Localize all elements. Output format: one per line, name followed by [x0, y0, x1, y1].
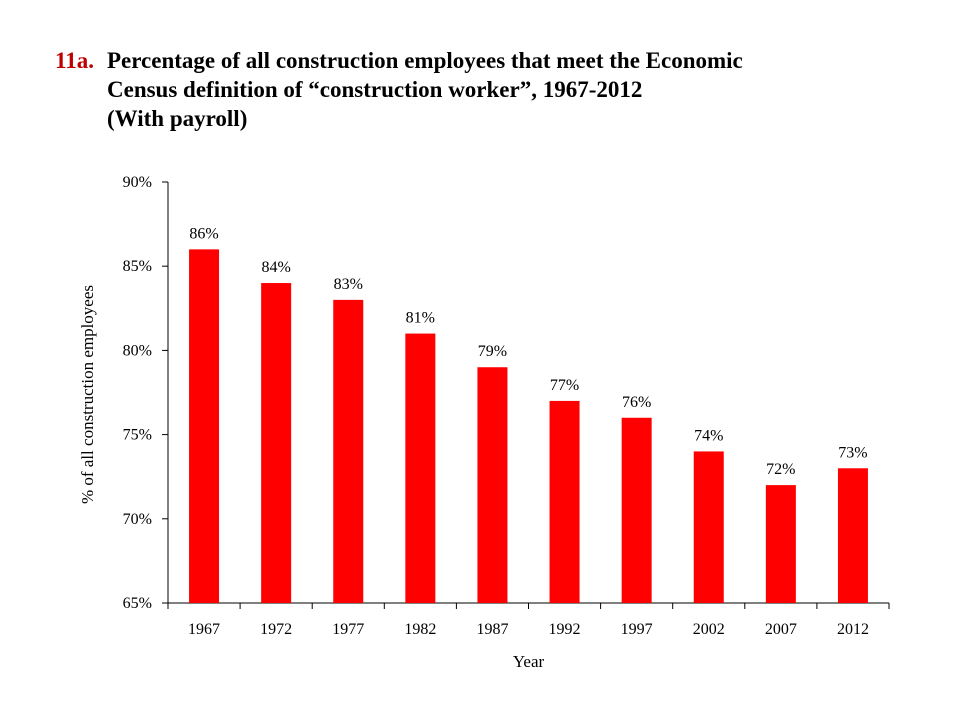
x-axis: 1967 1972 1977 1982 1987 1992 1997 2002 2007 2012 — [167, 602, 890, 638]
data-label: 86% — [189, 225, 218, 242]
data-labels: 86% 84% 83% 81% 79% 77% 76% 74% 72% 73% — [189, 225, 867, 478]
bar-1977 — [333, 299, 364, 603]
chart-title-text: Percentage of all construction employees… — [107, 48, 743, 131]
y-tick-label: 90% — [123, 174, 152, 191]
y-tick-label: 70% — [123, 511, 152, 528]
y-tick-label: 65% — [123, 595, 152, 612]
data-label: 84% — [261, 259, 290, 276]
x-tick-label: 1982 — [404, 621, 436, 638]
y-axis-title: % of all construction employees — [78, 285, 97, 504]
x-tick-label: 1967 — [188, 621, 220, 638]
x-tick-label: 2007 — [765, 621, 797, 638]
bar-1982 — [405, 333, 436, 603]
data-label: 76% — [622, 394, 651, 411]
y-tick-label: 85% — [123, 258, 152, 275]
bar-2002 — [693, 451, 724, 603]
bar-2007 — [765, 485, 796, 603]
data-label: 74% — [694, 427, 723, 444]
data-label: 81% — [406, 310, 435, 327]
data-label: 83% — [334, 276, 363, 293]
x-axis-title: Year — [513, 652, 545, 671]
x-tick-label: 1992 — [549, 621, 581, 638]
bar-1967 — [189, 249, 220, 604]
bar-1972 — [261, 283, 292, 603]
y-axis: 65% 70% 75% 80% 85% 90% — [123, 174, 169, 612]
data-label: 77% — [550, 377, 579, 394]
data-label: 79% — [478, 343, 507, 360]
x-tick-label: 2002 — [693, 621, 725, 638]
y-tick-label: 75% — [123, 427, 152, 444]
y-tick-label: 80% — [123, 342, 152, 359]
bar-1992 — [549, 400, 580, 603]
data-label: 73% — [838, 444, 867, 461]
bars — [189, 249, 868, 604]
bar-1997 — [621, 417, 652, 603]
x-tick-label: 2012 — [837, 621, 869, 638]
x-tick-label: 1977 — [332, 621, 364, 638]
bar-1987 — [477, 367, 508, 603]
x-tick-label: 1997 — [621, 621, 653, 638]
x-tick-label: 1972 — [260, 621, 292, 638]
data-label: 72% — [766, 461, 795, 478]
chart-number: 11a. — [55, 48, 94, 73]
x-tick-label: 1987 — [476, 621, 508, 638]
bar-2012 — [837, 468, 868, 603]
